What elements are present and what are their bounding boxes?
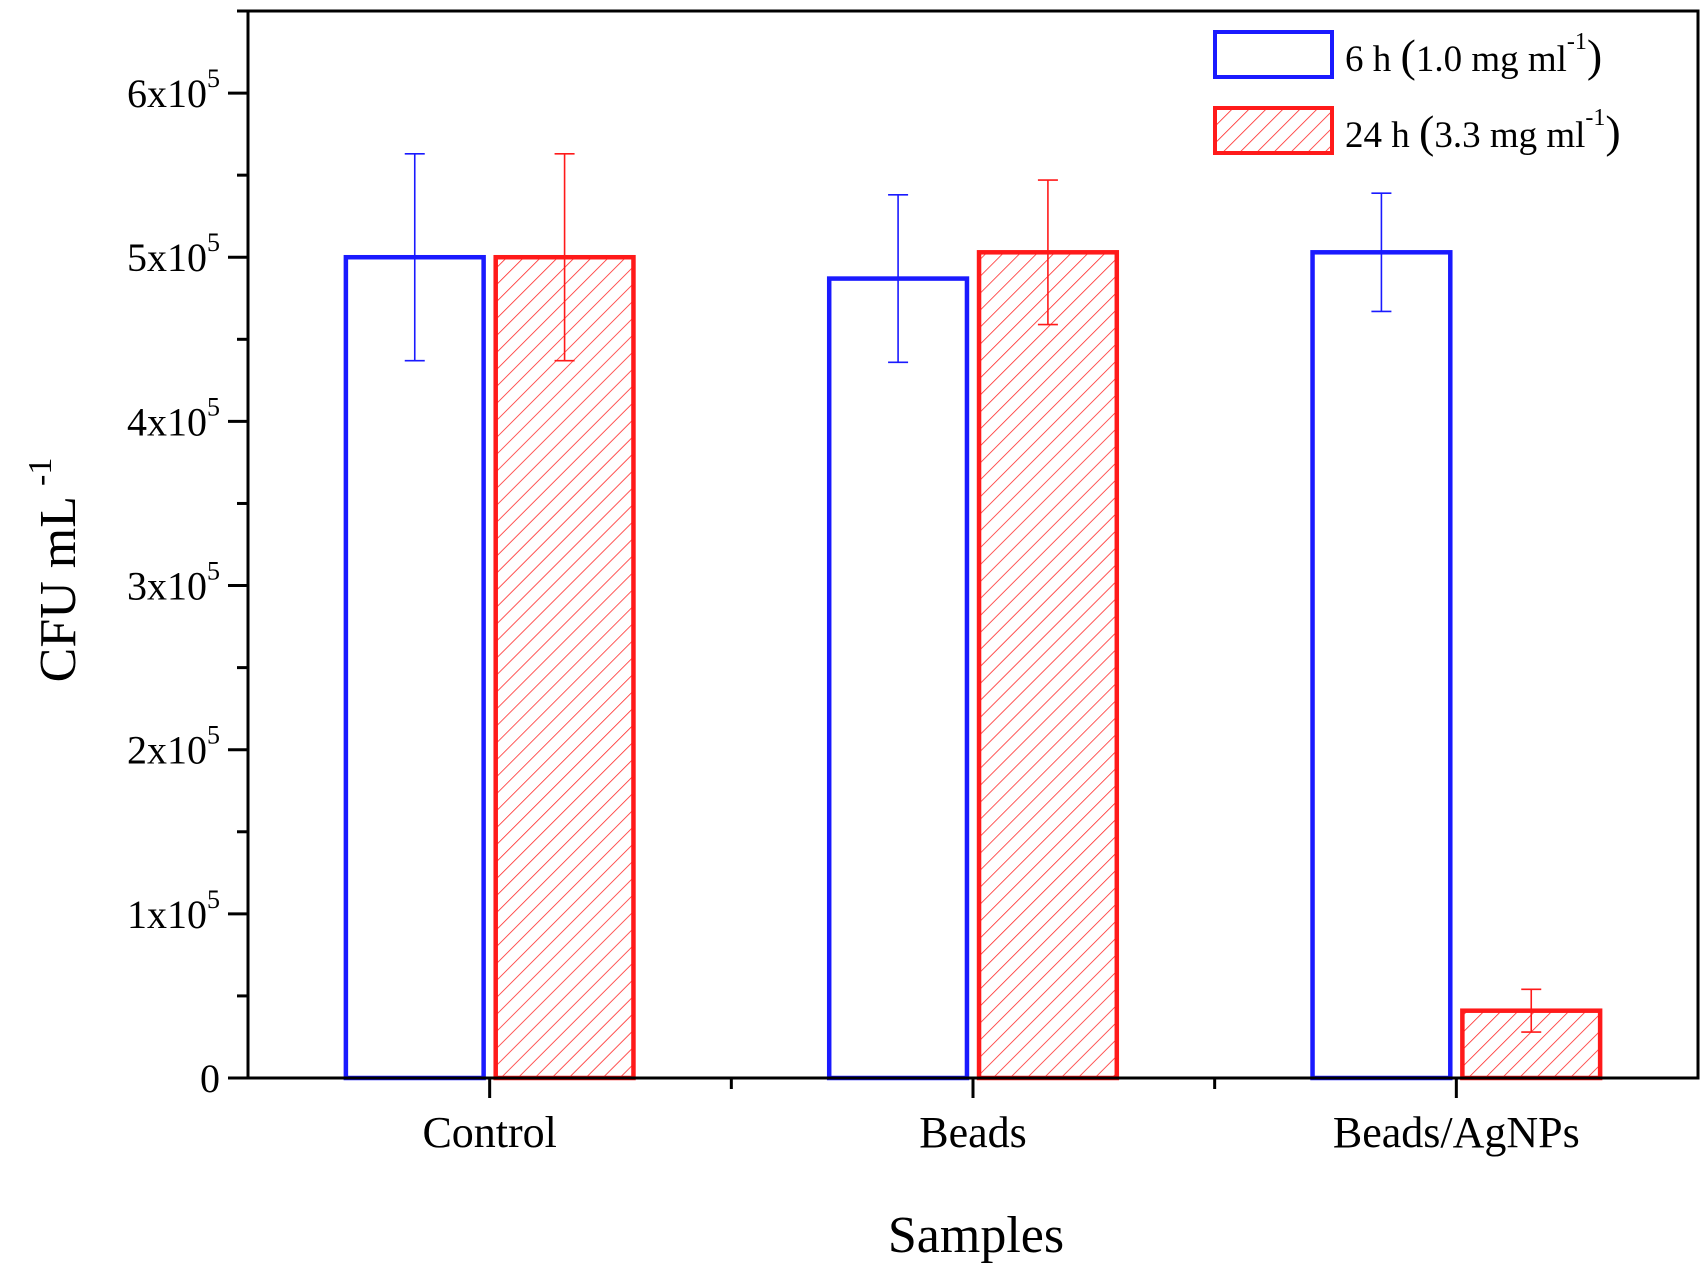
y-tick-mantissa: 3x10 <box>127 564 207 609</box>
bar <box>826 276 970 1081</box>
y-axis-title: CFU mL -1 <box>22 458 87 683</box>
bar <box>1310 250 1453 1081</box>
y-tick-exponent: 5 <box>207 64 220 93</box>
legend-label-24h: 24 h (3.3 mg ml-1) <box>1345 105 1621 157</box>
bar <box>976 250 1120 1081</box>
bar <box>343 254 486 1081</box>
x-tick-label: Beads <box>919 1108 1027 1157</box>
y-tick-label: 3x105 <box>127 557 220 609</box>
y-tick-exponent: 5 <box>207 392 220 421</box>
y-tick-label: 0 <box>200 1056 220 1101</box>
y-tick-mantissa: 2x10 <box>127 728 207 773</box>
error-bars-layer <box>404 153 1542 1033</box>
legend-swatch-6h <box>1213 30 1334 79</box>
y-tick-mantissa: 6x10 <box>127 71 207 116</box>
y-axis-title-base: CFU mL <box>30 496 87 682</box>
x-tick-label: Beads/AgNPs <box>1333 1108 1580 1157</box>
bar <box>493 254 636 1081</box>
y-tick-exponent: 5 <box>207 885 220 914</box>
y-tick-label: 5x105 <box>127 228 220 280</box>
y-tick-mantissa: 4x10 <box>127 399 207 444</box>
y-tick-label: 4x105 <box>127 392 220 444</box>
legend: 6 h (1.0 mg ml-1) 24 h (3.3 mg ml-1) <box>1213 29 1621 157</box>
legend-label-6h: 6 h (1.0 mg ml-1) <box>1345 29 1602 81</box>
y-tick-label: 1x105 <box>127 885 220 937</box>
x-tick-label: Control <box>422 1108 556 1157</box>
y-axis-title-sup: -1 <box>22 458 59 486</box>
x-axis: Control Beads Beads/AgNPs <box>422 1078 1580 1157</box>
y-tick-exponent: 5 <box>207 557 220 586</box>
y-tick-label: 6x105 <box>127 64 220 116</box>
legend-swatch-24h <box>1213 106 1334 155</box>
x-axis-title: Samples <box>888 1207 1064 1264</box>
y-tick-exponent: 5 <box>207 721 220 750</box>
bars-layer <box>343 250 1603 1081</box>
y-tick-exponent: 5 <box>207 228 220 257</box>
y-tick-mantissa: 1x10 <box>127 892 207 937</box>
y-tick-label: 2x105 <box>127 721 220 773</box>
y-tick-mantissa: 5x10 <box>127 235 207 280</box>
